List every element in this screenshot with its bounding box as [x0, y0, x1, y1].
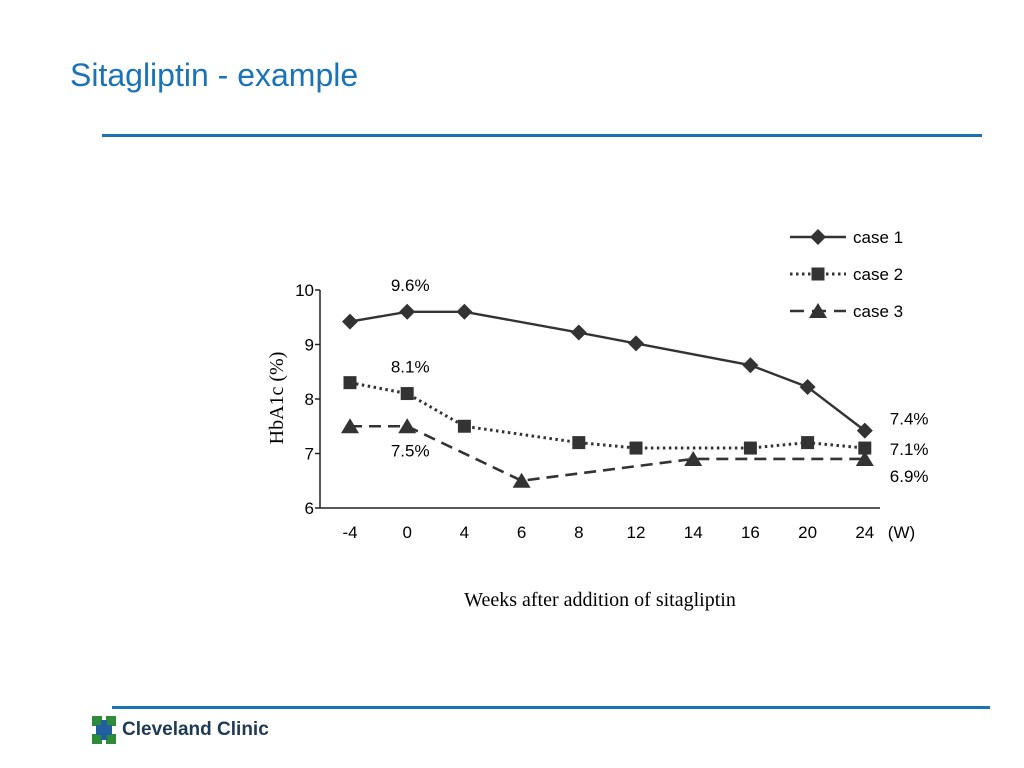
- data-point-case-2: [343, 376, 357, 390]
- slide-title: Sitagliptin - example: [70, 57, 359, 93]
- data-point-case-2: [572, 436, 586, 450]
- data-point-case-2: [457, 419, 471, 433]
- data-point-case-3: [512, 472, 531, 488]
- legend-marker-case-2: [811, 267, 825, 281]
- data-point-case-2: [801, 436, 815, 450]
- data-point-case-1: [570, 324, 587, 341]
- data-point-case-2: [629, 441, 643, 455]
- series-line-case-3: [350, 424, 865, 483]
- legend-marker-case-1: [810, 229, 826, 245]
- x-tick-label: 6: [517, 523, 526, 542]
- series-line-case-2: [349, 381, 865, 450]
- data-point-case-2: [858, 441, 872, 455]
- x-tick-label: 16: [741, 523, 760, 542]
- legend-marker-case-3: [809, 303, 827, 318]
- x-tick-label: 8: [574, 523, 583, 542]
- x-tick-label: 4: [460, 523, 469, 542]
- x-tick-label: 0: [402, 523, 411, 542]
- data-point-case-3: [398, 418, 417, 434]
- footer-divider: [112, 706, 990, 709]
- data-point-case-2: [400, 387, 414, 401]
- logo-text: Cleveland Clinic: [122, 719, 269, 740]
- x-axis-title: Weeks after addition of sitagliptin: [464, 589, 736, 611]
- x-tick-label: 14: [684, 523, 703, 542]
- y-tick-label: 8: [305, 390, 314, 409]
- data-point-case-3: [855, 450, 874, 466]
- y-tick-label: 6: [305, 499, 314, 518]
- cleveland-clinic-logo: Cleveland Clinic: [92, 716, 269, 744]
- data-label: 8.1%: [391, 358, 430, 377]
- data-point-case-1: [856, 422, 873, 439]
- cleveland-clinic-mark-icon: [92, 716, 116, 744]
- x-unit-label: (W): [888, 523, 915, 542]
- data-label: 7.1%: [890, 440, 929, 459]
- y-tick-label: 7: [305, 445, 314, 464]
- data-label: 7.5%: [391, 441, 430, 460]
- legend-label-case-2: case 2: [853, 265, 903, 284]
- x-tick-label: 12: [627, 523, 646, 542]
- title-divider: [102, 134, 982, 137]
- x-tick-label: 20: [798, 523, 817, 542]
- y-axis-title: HbA1c (%): [266, 352, 288, 445]
- data-point-case-1: [342, 313, 358, 330]
- data-point-case-3: [341, 418, 359, 434]
- data-point-case-1: [628, 335, 644, 352]
- y-tick-label: 10: [295, 281, 314, 300]
- data-point-case-2: [743, 441, 757, 455]
- data-point-case-3: [684, 450, 703, 466]
- data-label: 6.9%: [890, 467, 929, 486]
- data-point-case-1: [742, 357, 759, 374]
- series-line-case-1: [349, 310, 866, 432]
- y-tick-label: 9: [305, 336, 314, 355]
- data-label: 9.6%: [391, 276, 430, 295]
- data-point-case-1: [399, 303, 416, 320]
- legend-label-case-3: case 3: [853, 302, 903, 321]
- x-tick-label: -4: [342, 523, 357, 542]
- data-label: 7.4%: [890, 410, 929, 429]
- x-tick-label: 24: [855, 523, 874, 542]
- data-point-case-1: [456, 303, 473, 320]
- data-point-case-1: [799, 379, 816, 396]
- legend-label-case-1: case 1: [853, 228, 903, 247]
